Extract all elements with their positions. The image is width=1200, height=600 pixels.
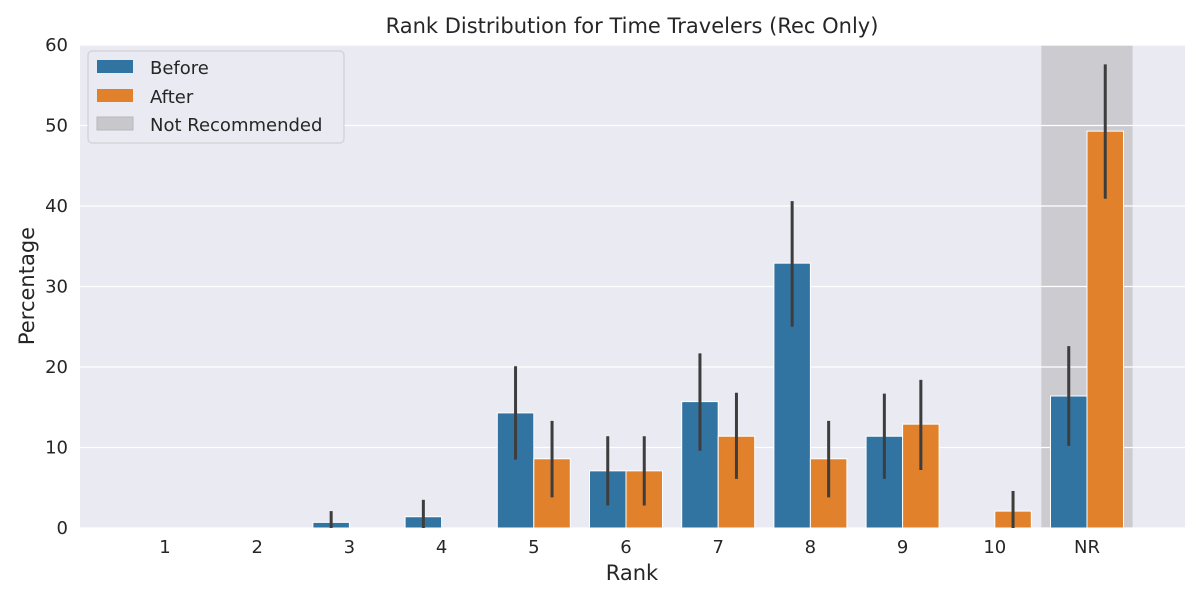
x-tick-label: 3 (344, 537, 355, 558)
x-tick-labels: 1 2 3 4 5 6 7 8 9 10 NR (159, 537, 1100, 558)
legend: Before After Not Recommended (87, 50, 345, 144)
legend-swatch-before (97, 60, 133, 73)
x-tick-label: 7 (712, 537, 723, 558)
x-tick-label: 8 (805, 537, 816, 558)
x-tick-label: 10 (983, 537, 1006, 558)
y-tick-label: 40 (45, 196, 68, 217)
y-tick-label: 10 (45, 438, 68, 459)
legend-label-not-recommended: Not Recommended (150, 115, 322, 136)
x-axis-label: Rank (606, 561, 659, 585)
y-tick-labels: 0 10 20 30 40 50 60 (45, 35, 68, 539)
legend-label-after: After (150, 87, 194, 108)
y-tick-label: 60 (45, 35, 68, 56)
chart-title: Rank Distribution for Time Travelers (Re… (386, 14, 879, 38)
x-tick-label: 6 (620, 537, 631, 558)
x-tick-label: 9 (897, 537, 908, 558)
legend-box (87, 50, 345, 144)
legend-swatch-not-recommended (96, 116, 134, 131)
x-tick-label: NR (1074, 537, 1100, 558)
y-tick-label: 20 (45, 357, 68, 378)
x-tick-label: 5 (528, 537, 539, 558)
x-tick-label: 4 (436, 537, 447, 558)
error-bars (329, 64, 1107, 528)
legend-label-before: Before (150, 58, 209, 79)
y-tick-label: 50 (45, 116, 68, 137)
y-axis-label: Percentage (15, 227, 39, 345)
y-tick-label: 30 (45, 277, 68, 298)
x-tick-label: 1 (159, 537, 170, 558)
legend-swatch-after (97, 89, 133, 102)
x-tick-label: 2 (251, 537, 262, 558)
y-tick-label: 0 (57, 518, 68, 539)
